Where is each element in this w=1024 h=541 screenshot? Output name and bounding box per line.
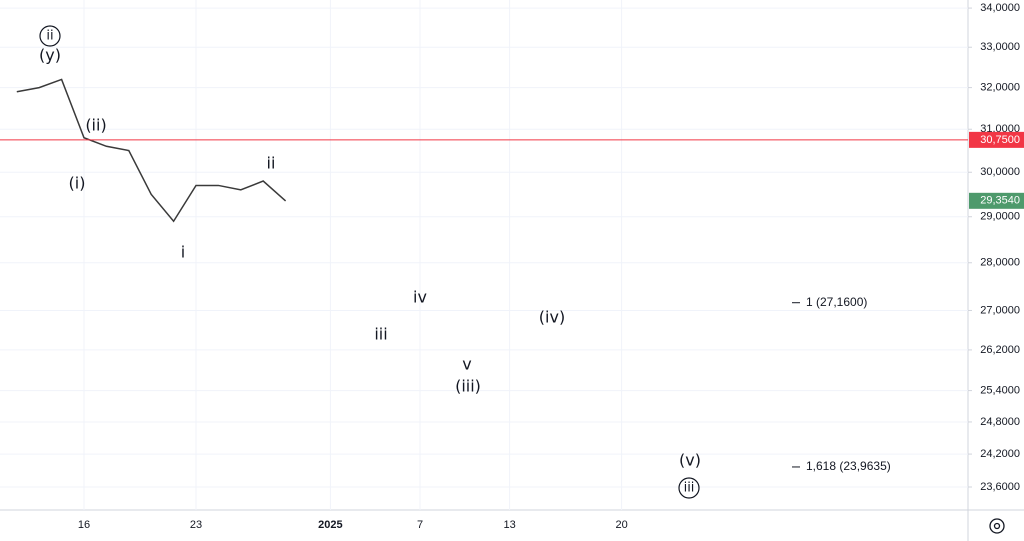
x-tick-label: 20 <box>615 519 627 531</box>
fib-level-label: 1,618 (23,9635) <box>806 459 891 473</box>
wave-label: (i) <box>69 174 86 193</box>
level-label: 30,7500 <box>980 134 1020 146</box>
wave-label: iii <box>374 325 387 344</box>
x-tick-label: 2025 <box>318 519 342 531</box>
wave-label: (iii) <box>455 377 481 396</box>
wave-label: (y) <box>39 46 61 65</box>
y-tick-label: 28,0000 <box>980 257 1020 269</box>
y-tick-label: 33,0000 <box>980 41 1020 53</box>
wave-label: (ii) <box>85 116 106 135</box>
wave-label: (iv) <box>539 308 565 327</box>
wave-label: v <box>462 355 471 374</box>
wave-label: i <box>181 243 185 262</box>
wave-circle <box>39 25 61 47</box>
x-tick-label: 7 <box>417 519 423 531</box>
y-tick-label: 27,0000 <box>980 304 1020 316</box>
wave-label: (v) <box>679 451 701 470</box>
x-tick-label: 13 <box>503 519 515 531</box>
wave-circle <box>678 477 700 499</box>
y-tick-label: 24,8000 <box>980 416 1020 428</box>
price-line <box>16 78 287 223</box>
fib-level-label: 1 (27,1600) <box>806 295 867 309</box>
y-tick-label: 30,0000 <box>980 166 1020 178</box>
y-tick-label: 25,4000 <box>980 385 1020 397</box>
last-price-box <box>969 192 1024 209</box>
y-tick-label: 24,2000 <box>980 448 1020 460</box>
wave-label: iv <box>413 288 427 307</box>
level-label-box <box>969 131 1024 148</box>
x-tick-label: 16 <box>78 519 90 531</box>
y-tick-label: 34,0000 <box>980 2 1020 14</box>
settings-icon[interactable] <box>989 518 1005 534</box>
y-tick-label: 29,0000 <box>980 211 1020 223</box>
y-tick-label: 32,0000 <box>980 82 1020 94</box>
wave-label: ii <box>267 154 276 173</box>
wave-label: ii <box>46 29 53 44</box>
x-tick-label: 23 <box>190 519 202 531</box>
y-tick-label: 26,2000 <box>980 344 1020 356</box>
last-price-label: 29,3540 <box>980 195 1020 207</box>
y-tick-label: 23,6000 <box>980 481 1020 493</box>
wave-label: iii <box>684 481 695 496</box>
